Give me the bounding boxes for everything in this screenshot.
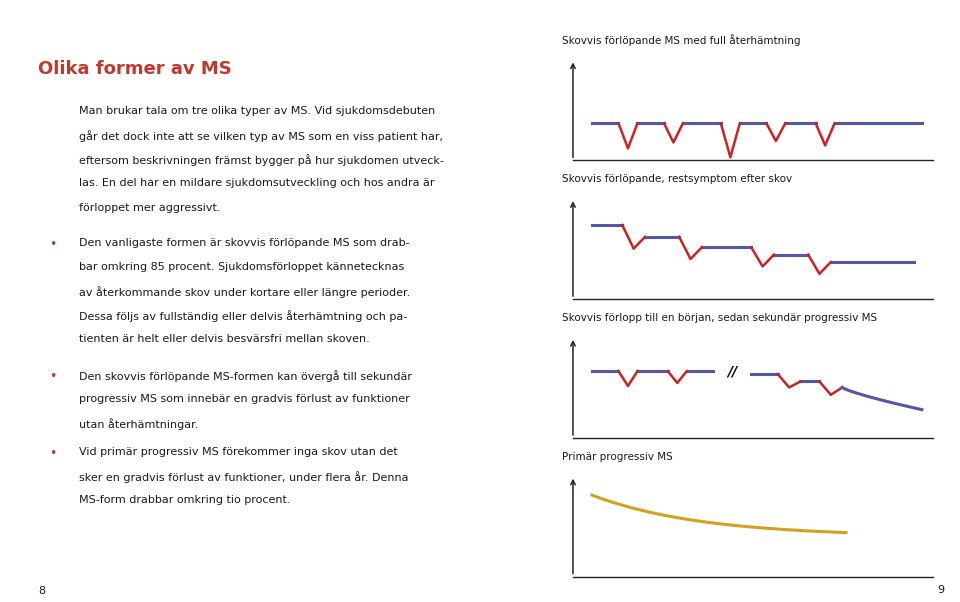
Text: MS: MS — [206, 5, 235, 23]
Text: las. En del har en mildare sjukdomsutveckling och hos andra är: las. En del har en mildare sjukdomsutvec… — [80, 178, 435, 188]
Text: Man brukar tala om tre olika typer av MS. Vid sjukdomsdebuten: Man brukar tala om tre olika typer av MS… — [80, 107, 436, 116]
Text: sker en gradvis förlust av funktioner, under flera år. Denna: sker en gradvis förlust av funktioner, u… — [80, 471, 409, 483]
Text: bar omkring 85 procent. Sjukdomsförloppet kännetecknas: bar omkring 85 procent. Sjukdomsförloppe… — [80, 262, 405, 272]
Text: Skovvis förlopp till en början, sedan sekundär progressiv MS: Skovvis förlopp till en början, sedan se… — [562, 313, 876, 323]
Text: Vid primär progressiv MS förekommer inga skov utan det: Vid primär progressiv MS förekommer inga… — [80, 447, 398, 458]
Text: tienten är helt eller delvis besvärsfri mellan skoven.: tienten är helt eller delvis besvärsfri … — [80, 334, 371, 344]
Text: Dessa följs av fullständig eller delvis återhämtning och pa-: Dessa följs av fullständig eller delvis … — [80, 310, 408, 322]
Text: Skovvis förlöpande MS med full återhämtning: Skovvis förlöpande MS med full återhämtn… — [562, 34, 800, 46]
Text: //: // — [727, 364, 737, 378]
Text: Primär progressiv MS: Primär progressiv MS — [562, 452, 672, 462]
Text: •: • — [49, 238, 56, 251]
Text: Den skovvis förlöpande MS-formen kan övergå till sekundär: Den skovvis förlöpande MS-formen kan öve… — [80, 370, 413, 382]
Text: eftersom beskrivningen främst bygger på hur sjukdomen utveck-: eftersom beskrivningen främst bygger på … — [80, 154, 444, 166]
Text: Skovvis förlöpande, restsymptom efter skov: Skovvis förlöpande, restsymptom efter sk… — [562, 174, 792, 184]
Text: 8: 8 — [38, 586, 45, 596]
Text: MS-form drabbar omkring tio procent.: MS-form drabbar omkring tio procent. — [80, 495, 291, 506]
Text: Den vanligaste formen är skovvis förlöpande MS som drab-: Den vanligaste formen är skovvis förlöpa… — [80, 238, 410, 248]
Text: utan återhämtningar.: utan återhämtningar. — [80, 418, 199, 430]
Text: OM OLIKA TYPER AV MS: OM OLIKA TYPER AV MS — [19, 8, 178, 21]
Text: går det dock inte att se vilken typ av MS som en viss patient har,: går det dock inte att se vilken typ av M… — [80, 131, 444, 142]
Text: •: • — [49, 370, 56, 383]
Text: •: • — [49, 447, 56, 461]
Text: av återkommande skov under kortare eller längre perioder.: av återkommande skov under kortare eller… — [80, 286, 411, 298]
Text: Olika former av MS: Olika former av MS — [38, 60, 232, 78]
Text: förloppet mer aggressivt.: förloppet mer aggressivt. — [80, 202, 221, 213]
Text: 9: 9 — [938, 585, 945, 595]
Text: progressiv MS som innebär en gradvis förlust av funktioner: progressiv MS som innebär en gradvis för… — [80, 394, 410, 404]
